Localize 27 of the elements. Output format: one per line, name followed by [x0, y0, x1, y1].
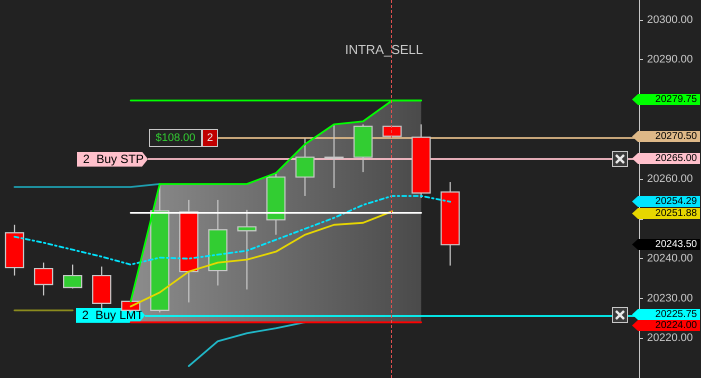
- annotation: INTRA_SELL: [344, 42, 424, 57]
- candlestick: [63, 264, 82, 290]
- y-tick-label: 20300.00: [647, 14, 693, 26]
- text: 20270.50: [632, 131, 700, 142]
- text: 20254.29: [632, 196, 700, 207]
- text: 20279.75: [632, 94, 700, 105]
- ref-line-label: 2 Buy LMT: [76, 308, 145, 323]
- text: 20251.88: [632, 208, 700, 219]
- candlestick: [295, 138, 315, 197]
- ref-line-label: 2 Buy STP: [77, 152, 148, 167]
- annotation: $108.00: [149, 129, 202, 147]
- candlestick: [324, 124, 344, 189]
- text: 20225.75: [632, 309, 700, 320]
- y-tick-label: 20220.00: [647, 332, 693, 344]
- text: 20243.50: [632, 239, 700, 250]
- annotation: 2: [202, 129, 218, 147]
- candlestick: [34, 262, 54, 296]
- y-tick-label: 20290.00: [647, 54, 693, 66]
- text: 20265.00: [632, 153, 700, 164]
- candlestick: [382, 126, 402, 137]
- candlestick: [237, 209, 256, 290]
- y-tick-label: 20240.00: [647, 252, 693, 265]
- text: 20224.00: [632, 320, 700, 331]
- line-series: [188, 321, 306, 367]
- y-tick-label: 20260.00: [647, 173, 693, 186]
- line-series: [130, 210, 394, 308]
- y-tick-label: 20230.00: [647, 292, 693, 304]
